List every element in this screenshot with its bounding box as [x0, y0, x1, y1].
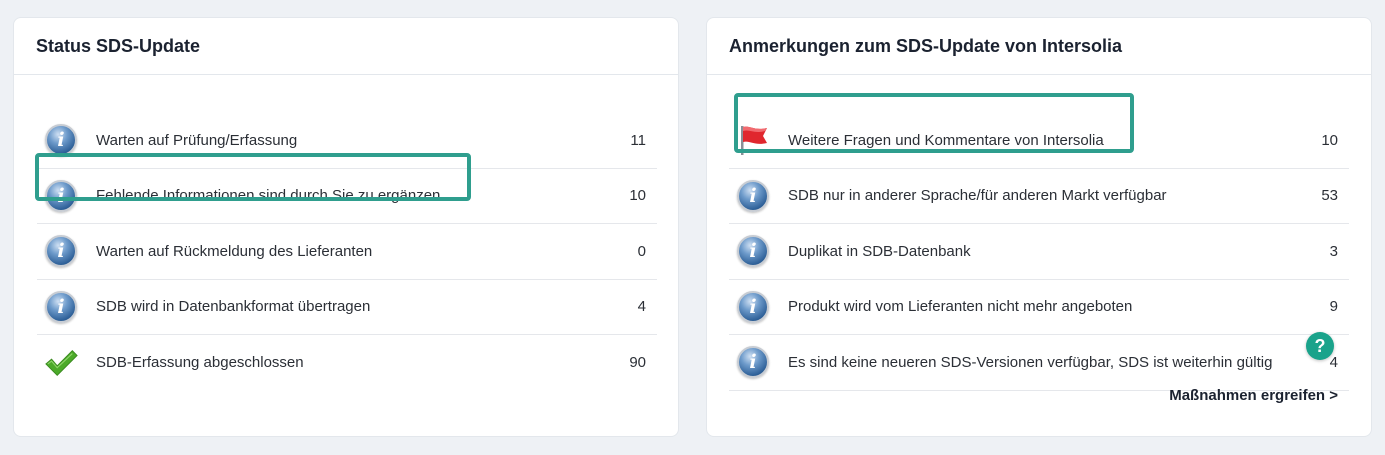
note-count: 53 [1321, 187, 1338, 205]
info-icon: i [44, 290, 78, 324]
note-row[interactable]: i SDB nur in anderer Sprache/für anderen… [729, 169, 1349, 224]
status-label: Warten auf Prüfung/Erfassung [96, 131, 298, 149]
note-row[interactable]: Weitere Fragen und Kommentare von Inters… [729, 113, 1349, 169]
note-row[interactable]: i Duplikat in SDB-Datenbank 3 [729, 224, 1349, 280]
help-button[interactable]: ? [1306, 332, 1334, 360]
checkmark-icon [44, 346, 78, 380]
status-row[interactable]: SDB-Erfassung abgeschlossen 90 [37, 335, 657, 391]
card-title: Status SDS-Update [14, 18, 678, 75]
status-row[interactable]: i Fehlende Informationen sind durch Sie … [37, 169, 657, 224]
status-count: 4 [637, 298, 646, 316]
status-row[interactable]: i Warten auf Prüfung/Erfassung 11 [37, 113, 657, 169]
status-count: 10 [629, 187, 646, 205]
note-count: 3 [1329, 242, 1338, 260]
status-count: 0 [637, 242, 646, 260]
status-sds-update-card: Status SDS-Update i Warten auf Prüfung/E… [13, 17, 679, 437]
info-icon: i [736, 345, 770, 379]
status-label: Warten auf Rückmeldung des Lieferanten [96, 242, 373, 260]
status-list: i Warten auf Prüfung/Erfassung 11 i Fehl… [37, 113, 657, 391]
note-row[interactable]: i Es sind keine neueren SDS-Versionen ve… [729, 335, 1349, 391]
status-count: 90 [629, 354, 646, 372]
info-icon: i [736, 234, 770, 268]
take-action-link[interactable]: Maßnahmen ergreifen > [1169, 387, 1338, 404]
intersolia-notes-card: Anmerkungen zum SDS-Update von Intersoli… [706, 17, 1372, 437]
note-label: Weitere Fragen und Kommentare von Inters… [788, 131, 1104, 149]
card-title: Anmerkungen zum SDS-Update von Intersoli… [707, 18, 1371, 75]
info-icon: i [736, 179, 770, 213]
note-label: SDB nur in anderer Sprache/für anderen M… [788, 187, 1167, 205]
info-icon: i [44, 179, 78, 213]
status-label: Fehlende Informationen sind durch Sie zu… [96, 187, 441, 205]
status-label: SDB wird in Datenbankformat übertragen [96, 298, 371, 316]
info-icon: i [44, 123, 78, 157]
note-label: Produkt wird vom Lieferanten nicht mehr … [788, 298, 1133, 316]
note-label: Es sind keine neueren SDS-Versionen verf… [788, 353, 1273, 371]
note-label: Duplikat in SDB-Datenbank [788, 242, 971, 260]
status-count: 11 [630, 131, 646, 149]
info-icon: i [44, 234, 78, 268]
note-count: 9 [1329, 298, 1338, 316]
note-row[interactable]: i Produkt wird vom Lieferanten nicht meh… [729, 280, 1349, 335]
info-icon: i [736, 290, 770, 324]
notes-list: Weitere Fragen und Kommentare von Inters… [729, 113, 1349, 391]
note-count: 10 [1321, 131, 1338, 149]
status-row[interactable]: i SDB wird in Datenbankformat übertragen… [37, 280, 657, 335]
note-count: 4 [1329, 353, 1338, 371]
red-flag-icon [736, 123, 770, 157]
status-label: SDB-Erfassung abgeschlossen [96, 354, 304, 372]
status-row[interactable]: i Warten auf Rückmeldung des Lieferanten… [37, 224, 657, 280]
